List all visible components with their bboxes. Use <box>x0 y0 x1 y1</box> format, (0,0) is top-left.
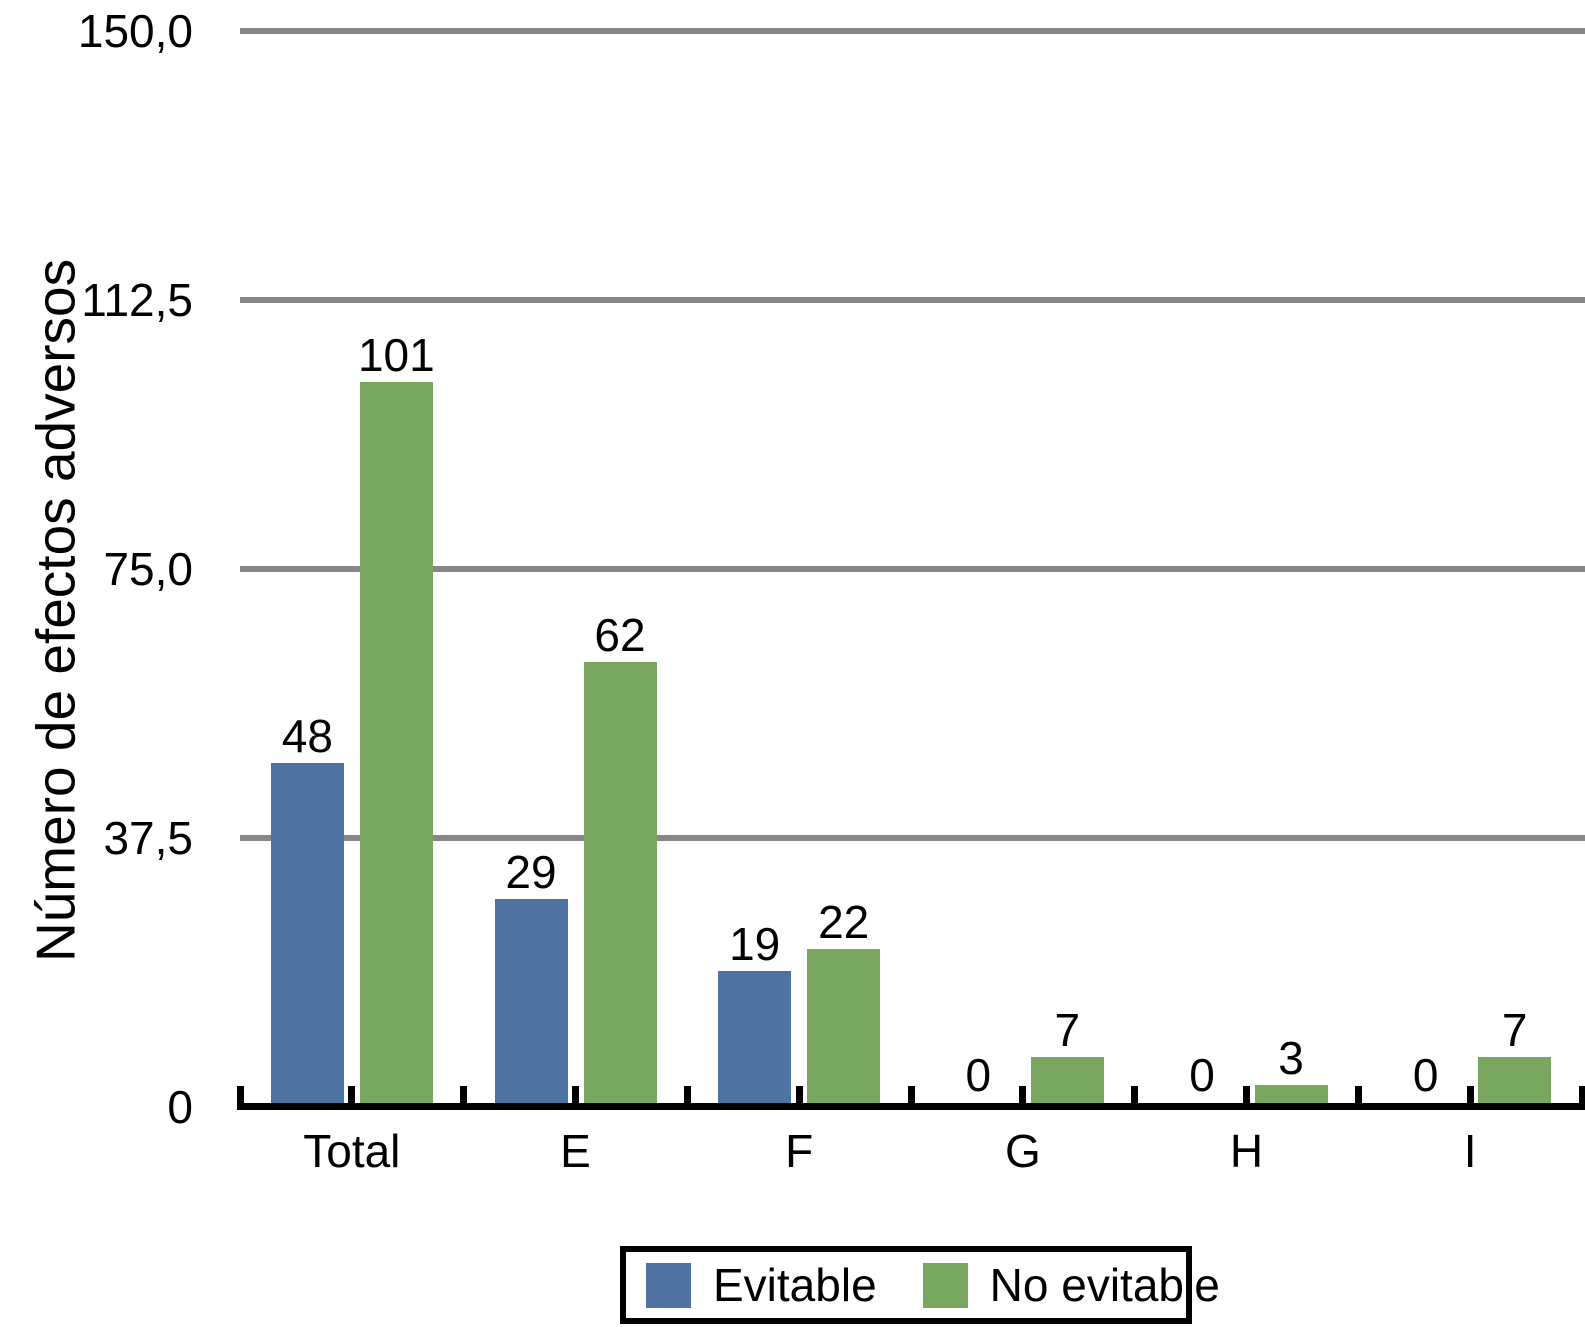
x-axis-tick <box>1131 1086 1139 1103</box>
y-axis-title: Número de efectos adversos <box>24 258 87 962</box>
bar-no-evitable-i <box>1478 1056 1552 1103</box>
value-label: 0 <box>965 1049 992 1101</box>
value-label: 101 <box>357 329 435 382</box>
x-category-label-total: Total <box>303 1125 401 1177</box>
x-axis-tick <box>1466 1086 1474 1103</box>
x-axis-tick <box>1354 1086 1362 1103</box>
value-label: 3 <box>1278 1032 1304 1085</box>
x-axis-tick <box>1019 1086 1027 1103</box>
x-category-label-e: E <box>560 1125 591 1177</box>
bar-no-evitable-e <box>583 662 657 1103</box>
x-axis-tick <box>795 1086 803 1103</box>
y-tick-label: 150,0 <box>77 5 193 57</box>
x-axis-tick <box>348 1086 356 1103</box>
x-category-label-g: G <box>1004 1125 1041 1177</box>
x-category-label-f: F <box>785 1125 814 1177</box>
legend-label: Evitable <box>713 1259 877 1311</box>
legend: Evitable No evitable <box>620 1246 1220 1324</box>
x-axis-tick <box>1243 1086 1250 1103</box>
bar-no-evitable-total <box>359 382 433 1103</box>
bar-evitable-total <box>270 762 344 1103</box>
x-category-label-h: H <box>1229 1125 1264 1177</box>
x-axis-tick <box>572 1086 579 1103</box>
y-tick-label: 75,0 <box>103 543 193 595</box>
value-label: 19 <box>729 917 781 970</box>
bar-evitable-f <box>718 970 792 1103</box>
bar-no-evitable-h <box>1254 1085 1328 1103</box>
value-label: 62 <box>594 609 646 662</box>
x-axis-tick <box>460 1086 468 1103</box>
legend-swatch-no-evitable <box>922 1262 968 1308</box>
bar-no-evitable-f <box>807 949 881 1103</box>
legend-item: No evitable <box>922 1259 1220 1311</box>
legend-label: No evitable <box>989 1259 1220 1311</box>
x-axis-line <box>237 1103 1585 1110</box>
x-axis-tick <box>907 1086 915 1103</box>
value-label: 0 <box>1189 1049 1215 1101</box>
value-label: 48 <box>281 709 333 762</box>
x-axis-tick <box>683 1086 691 1103</box>
y-tick-label: 112,5 <box>81 274 193 326</box>
bar-no-evitable-g <box>1030 1056 1104 1103</box>
y-tick-label: 37,5 <box>103 812 193 864</box>
x-axis-tick <box>1578 1086 1585 1103</box>
x-axis-tick <box>236 1086 244 1103</box>
gridline-112,5 <box>240 297 1585 303</box>
value-label: 7 <box>1054 1003 1081 1056</box>
x-category-label-i: I <box>1463 1125 1477 1177</box>
legend-item: Evitable <box>646 1262 877 1308</box>
bar-evitable-e <box>494 898 568 1103</box>
gridline-37,5 <box>240 835 1585 841</box>
gridline-150,0 <box>240 28 1585 34</box>
value-label: 7 <box>1501 1003 1528 1056</box>
gridline-75,0 <box>240 566 1585 572</box>
value-label: 22 <box>818 896 870 949</box>
y-tick-label: 0 <box>167 1081 193 1133</box>
legend-swatch-evitable <box>646 1262 691 1308</box>
value-label: 0 <box>1412 1049 1439 1101</box>
value-label: 29 <box>505 845 557 898</box>
